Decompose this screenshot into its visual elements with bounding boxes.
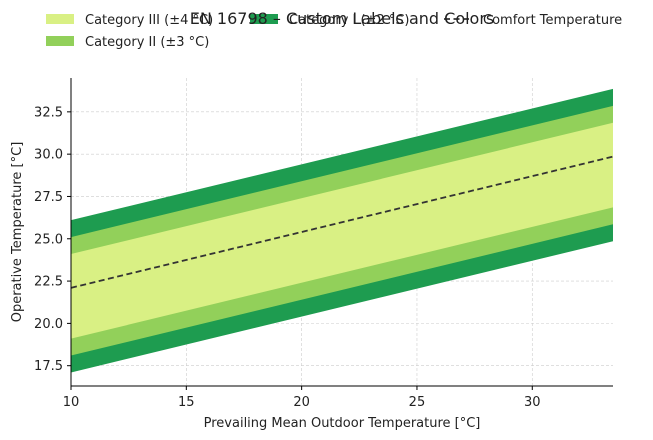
x-tick-label: 15: [178, 395, 195, 410]
x-tick-label: 30: [524, 395, 541, 410]
legend-label: Category II (±3 °C): [85, 35, 209, 50]
x-axis-label: Prevailing Mean Outdoor Temperature [°C]: [204, 416, 481, 431]
x-tick-label: 25: [409, 395, 426, 410]
comfort-bands: [71, 88, 613, 373]
comfort-line-layer: [70, 155, 614, 289]
x-tick-label: 10: [63, 395, 80, 410]
legend-label: Category I (±2 °C): [289, 13, 410, 28]
legend-label: Comfort Temperature: [483, 13, 622, 28]
y-tick-label: 27.5: [34, 190, 63, 205]
y-tick-label: 17.5: [34, 359, 63, 374]
legend: Category III (±4 °C) Category II (±3 °C) C…: [46, 13, 622, 50]
y-tick-label: 22.5: [34, 275, 63, 290]
legend-swatch: [46, 14, 74, 24]
y-tick-label: 20.0: [34, 317, 63, 332]
axes: 10 15 20 25 30 17.5 20.0 22.5 25.0 27.5 30.0 32.5: [34, 78, 613, 410]
legend-label: Category III (±4 °C): [85, 13, 213, 28]
x-tick-label: 20: [293, 395, 310, 410]
band-3: [71, 122, 613, 339]
comfort-temperature-line: [70, 155, 614, 289]
legend-swatch: [250, 14, 278, 24]
chart-title: EN 16798 – Custom Labels and Colors: [190, 9, 495, 28]
y-axis-label: Operative Temperature [°C]: [10, 142, 25, 323]
y-tick-label: 30.0: [34, 148, 63, 163]
legend-swatch: [46, 36, 74, 46]
y-tick-label: 25.0: [34, 232, 63, 247]
y-tick-label: 32.5: [34, 105, 63, 120]
